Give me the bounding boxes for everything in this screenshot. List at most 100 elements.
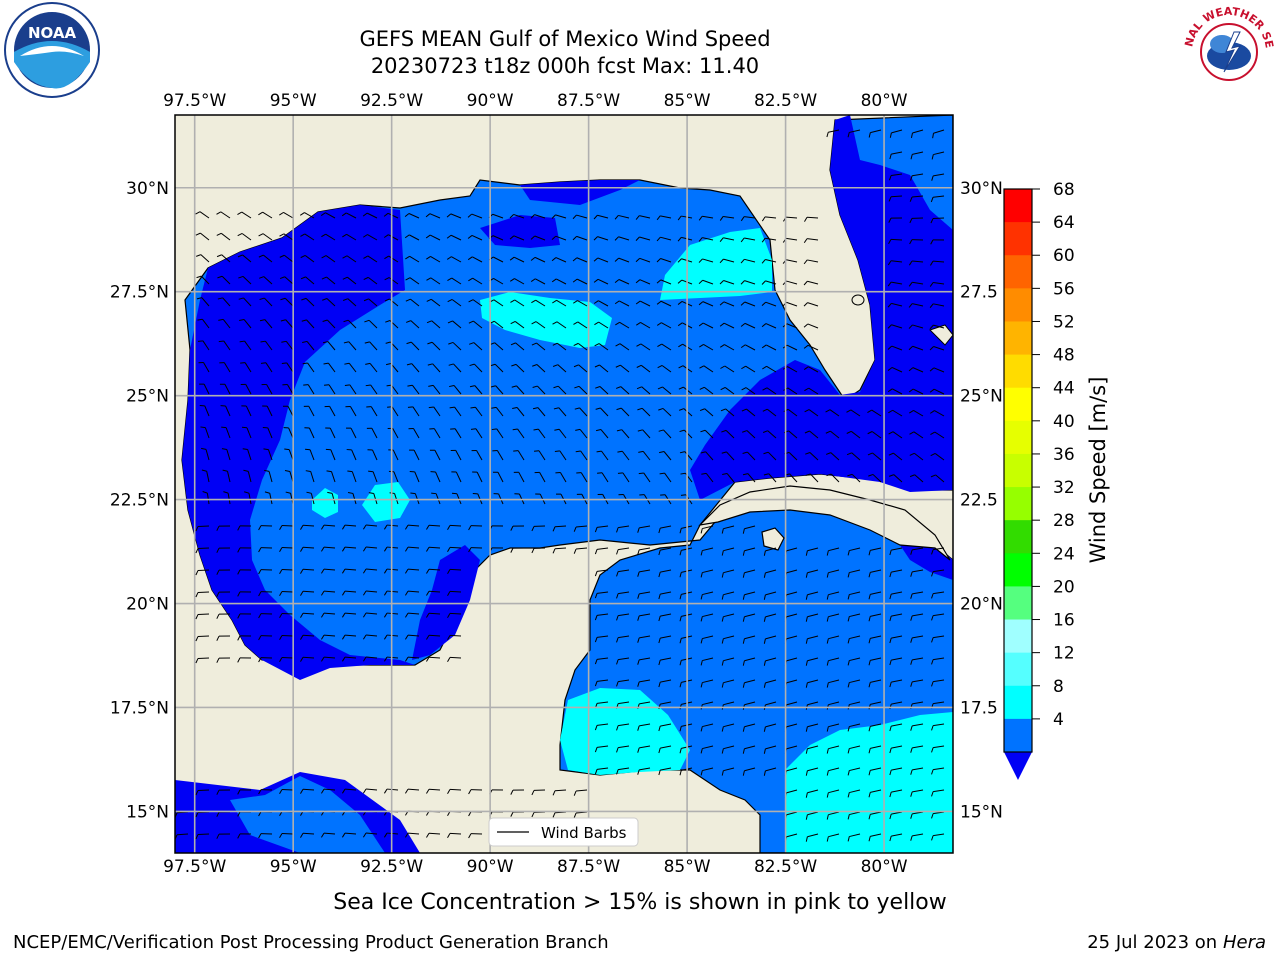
wind-barb <box>206 493 210 505</box>
wind-barb-flag <box>197 340 203 342</box>
wind-barb-flag <box>284 448 290 451</box>
wind-barb <box>428 656 441 659</box>
wind-barb <box>263 276 273 285</box>
wind-barb-flag <box>805 594 808 600</box>
wind-barb <box>870 745 882 749</box>
wind-barb <box>220 211 231 219</box>
wind-barb-flag <box>721 638 724 644</box>
wind-barb-flag <box>826 814 829 820</box>
wind-barb-flag <box>677 237 682 242</box>
wind-barb-flag <box>237 211 243 215</box>
wind-barb <box>409 255 420 263</box>
wind-barb-flag <box>929 346 934 351</box>
wind-barb <box>828 789 840 794</box>
wind-barb <box>744 569 756 574</box>
wind-barb-flag <box>551 235 557 240</box>
wind-barb-flag <box>635 236 640 241</box>
wind-barb <box>618 257 630 263</box>
wind-barb-flag <box>279 254 285 258</box>
wind-barb-flag <box>615 321 620 326</box>
wind-barb-flag <box>404 568 409 574</box>
wind-barb <box>281 634 294 637</box>
wind-barb-flag <box>826 726 829 732</box>
wind-barb-flag <box>594 747 598 753</box>
wind-barb <box>661 343 672 351</box>
wind-barb <box>828 811 840 816</box>
wind-barb <box>302 788 315 791</box>
wind-barb-flag <box>740 258 745 264</box>
wind-barb <box>388 255 399 263</box>
wind-barb <box>537 385 546 395</box>
wind-barb <box>576 257 588 263</box>
wind-barb <box>576 547 588 550</box>
wind-barb-flag <box>258 569 262 575</box>
wind-barb-flag <box>491 406 497 409</box>
wind-barb-flag <box>763 770 766 776</box>
wind-barb-flag <box>679 660 682 666</box>
wind-barb <box>849 811 861 816</box>
wind-barb <box>765 301 777 307</box>
wind-barb-flag <box>321 524 325 530</box>
wind-barb <box>344 568 357 571</box>
wind-barb-flag <box>658 748 661 754</box>
wind-barb <box>828 613 840 618</box>
wind-barb-flag <box>761 344 767 349</box>
wind-barb <box>723 767 735 772</box>
wind-barb <box>452 320 462 329</box>
wind-barb <box>639 279 651 285</box>
wind-barb <box>786 635 798 640</box>
wind-barb-flag <box>554 450 560 452</box>
wind-barb <box>744 237 756 241</box>
wind-barb <box>807 679 819 684</box>
wind-barb <box>912 679 924 683</box>
wind-barb-flag <box>363 276 369 281</box>
wind-barb-flag <box>426 298 432 302</box>
wind-barb-flag <box>341 788 346 794</box>
wind-barb-flag <box>656 279 662 284</box>
wind-barb-flag <box>889 594 892 600</box>
wind-barb-flag <box>616 725 619 731</box>
wind-barb <box>933 367 945 373</box>
wind-barb <box>660 635 672 639</box>
wind-barb-flag <box>888 196 892 202</box>
wind-barb <box>662 408 672 417</box>
wind-barb-flag <box>263 448 269 451</box>
wind-barb <box>850 409 861 417</box>
wind-barb-flag <box>889 660 892 666</box>
map-frame <box>174 114 954 854</box>
wind-barb <box>492 213 504 219</box>
wind-barb-flag <box>762 387 768 391</box>
wind-barb <box>471 234 483 241</box>
wind-barb-flag <box>280 319 286 322</box>
wind-barb <box>414 471 420 483</box>
wind-barb <box>227 471 231 483</box>
wind-barb <box>660 657 672 661</box>
wind-barb-flag <box>300 254 306 259</box>
wind-barb-flag <box>594 615 598 621</box>
wind-barb <box>344 788 357 791</box>
wind-barb-flag <box>237 635 241 641</box>
wind-barb-flag <box>552 364 558 367</box>
wind-barb-flag <box>342 255 348 259</box>
wind-barb <box>891 679 903 683</box>
legend-label: Wind Barbs <box>541 824 627 842</box>
wind-barb-flag <box>908 281 913 287</box>
wind-barb <box>367 234 378 241</box>
wind-barb-flag <box>616 637 619 643</box>
colorbar-segment <box>1004 288 1032 322</box>
wind-barb <box>302 590 315 593</box>
wind-barb-flag <box>300 569 304 574</box>
wind-barb-flag <box>635 257 640 263</box>
wind-barb <box>725 408 735 417</box>
wind-barb <box>344 590 357 593</box>
wind-barb-flag <box>237 657 241 663</box>
wind-barb-flag <box>889 682 892 688</box>
wind-barb <box>386 634 399 637</box>
wind-barb-flag <box>910 659 913 665</box>
wind-barb <box>639 215 651 219</box>
wind-barb <box>352 493 357 505</box>
wind-barb <box>514 278 525 285</box>
wind-barb-flag <box>679 408 685 411</box>
wind-barb <box>305 298 315 307</box>
wind-barb <box>493 320 504 329</box>
